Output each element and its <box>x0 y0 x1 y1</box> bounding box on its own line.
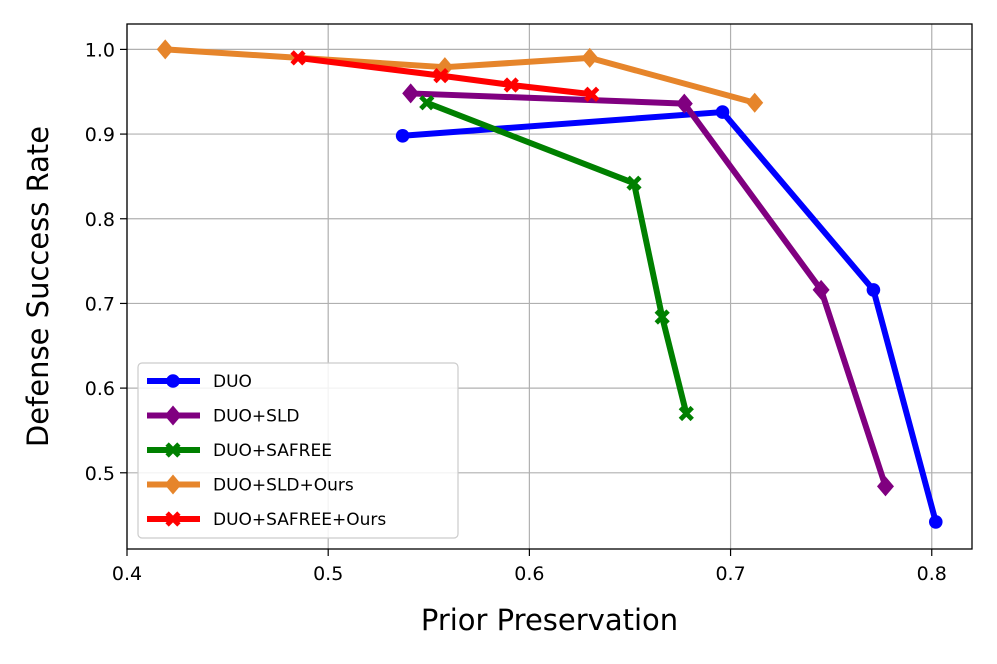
data-point <box>402 83 420 104</box>
data-point <box>654 309 670 325</box>
x-tick-label: 0.5 <box>313 563 343 585</box>
axis-ticks: 0.4 0.5 0.6 0.7 0.8 0.5 0.6 0.7 0.8 0.9 1.0 <box>85 39 947 585</box>
legend-item: DUO+SAFREE <box>147 441 332 461</box>
legend-swatch-marker <box>164 405 182 426</box>
legend-label: DUO+SLD+Ours <box>213 476 354 496</box>
data-point <box>584 86 600 102</box>
legend-item: DUO+SLD+Ours <box>147 474 354 496</box>
legend-label: DUO+SAFREE <box>213 441 332 461</box>
plot-frame <box>126 23 973 550</box>
series-duo-plus-sld <box>402 83 894 497</box>
series-line <box>423 99 690 417</box>
data-point <box>866 283 881 297</box>
data-point <box>812 279 830 300</box>
data-point <box>581 47 599 68</box>
x-tick-label: 0.4 <box>112 563 142 585</box>
legend-item: DUO+SLD <box>147 405 300 427</box>
series-duo <box>395 105 943 529</box>
data-point <box>928 515 943 529</box>
legend-swatch-marker <box>166 374 180 388</box>
series-line <box>407 90 889 490</box>
series-duo-plus-safree <box>419 95 694 422</box>
legend-swatch-marker <box>164 474 182 495</box>
legend-swatch-marker <box>165 511 181 527</box>
data-point <box>746 92 764 113</box>
legend-label: DUO <box>213 372 252 392</box>
data-point <box>395 128 410 143</box>
y-tick-label: 0.6 <box>85 378 115 400</box>
y-tick-label: 0.9 <box>85 124 115 146</box>
x-axis-label: Prior Preservation <box>421 603 678 637</box>
series-group <box>156 39 943 529</box>
series-line <box>399 109 939 525</box>
y-tick-label: 0.5 <box>85 463 115 485</box>
legend-label: DUO+SLD <box>213 407 300 427</box>
data-point <box>419 95 435 111</box>
data-point <box>715 105 730 119</box>
y-tick-label: 0.8 <box>85 209 115 231</box>
series-line <box>295 54 595 98</box>
y-tick-label: 1.0 <box>85 39 115 61</box>
series-duo-plus-safree-plus-ours <box>290 50 600 102</box>
data-point <box>503 77 519 93</box>
data-point <box>433 68 449 84</box>
data-point <box>675 93 693 114</box>
x-tick-label: 0.8 <box>917 563 947 585</box>
x-tick-label: 0.6 <box>514 563 544 585</box>
data-point <box>678 405 694 422</box>
data-point <box>290 50 306 66</box>
y-tick-label: 0.7 <box>85 293 115 315</box>
y-axis-label: Defense Success Rate <box>21 126 55 447</box>
x-tick-label: 0.7 <box>715 563 745 585</box>
legend-label: DUO+SAFREE+Ours <box>213 510 386 530</box>
legend-box <box>137 362 459 539</box>
legend-item: DUO <box>147 372 252 392</box>
data-point <box>156 39 174 60</box>
legend-item: DUO+SAFREE+Ours <box>147 510 386 530</box>
legend-swatch-marker <box>165 442 181 458</box>
data-point <box>626 175 642 191</box>
legend: DUO DUO+SLD DUO+SAFREE DUO+SLD+Ours DUO+SAFR… <box>137 362 459 539</box>
data-point <box>876 476 894 497</box>
